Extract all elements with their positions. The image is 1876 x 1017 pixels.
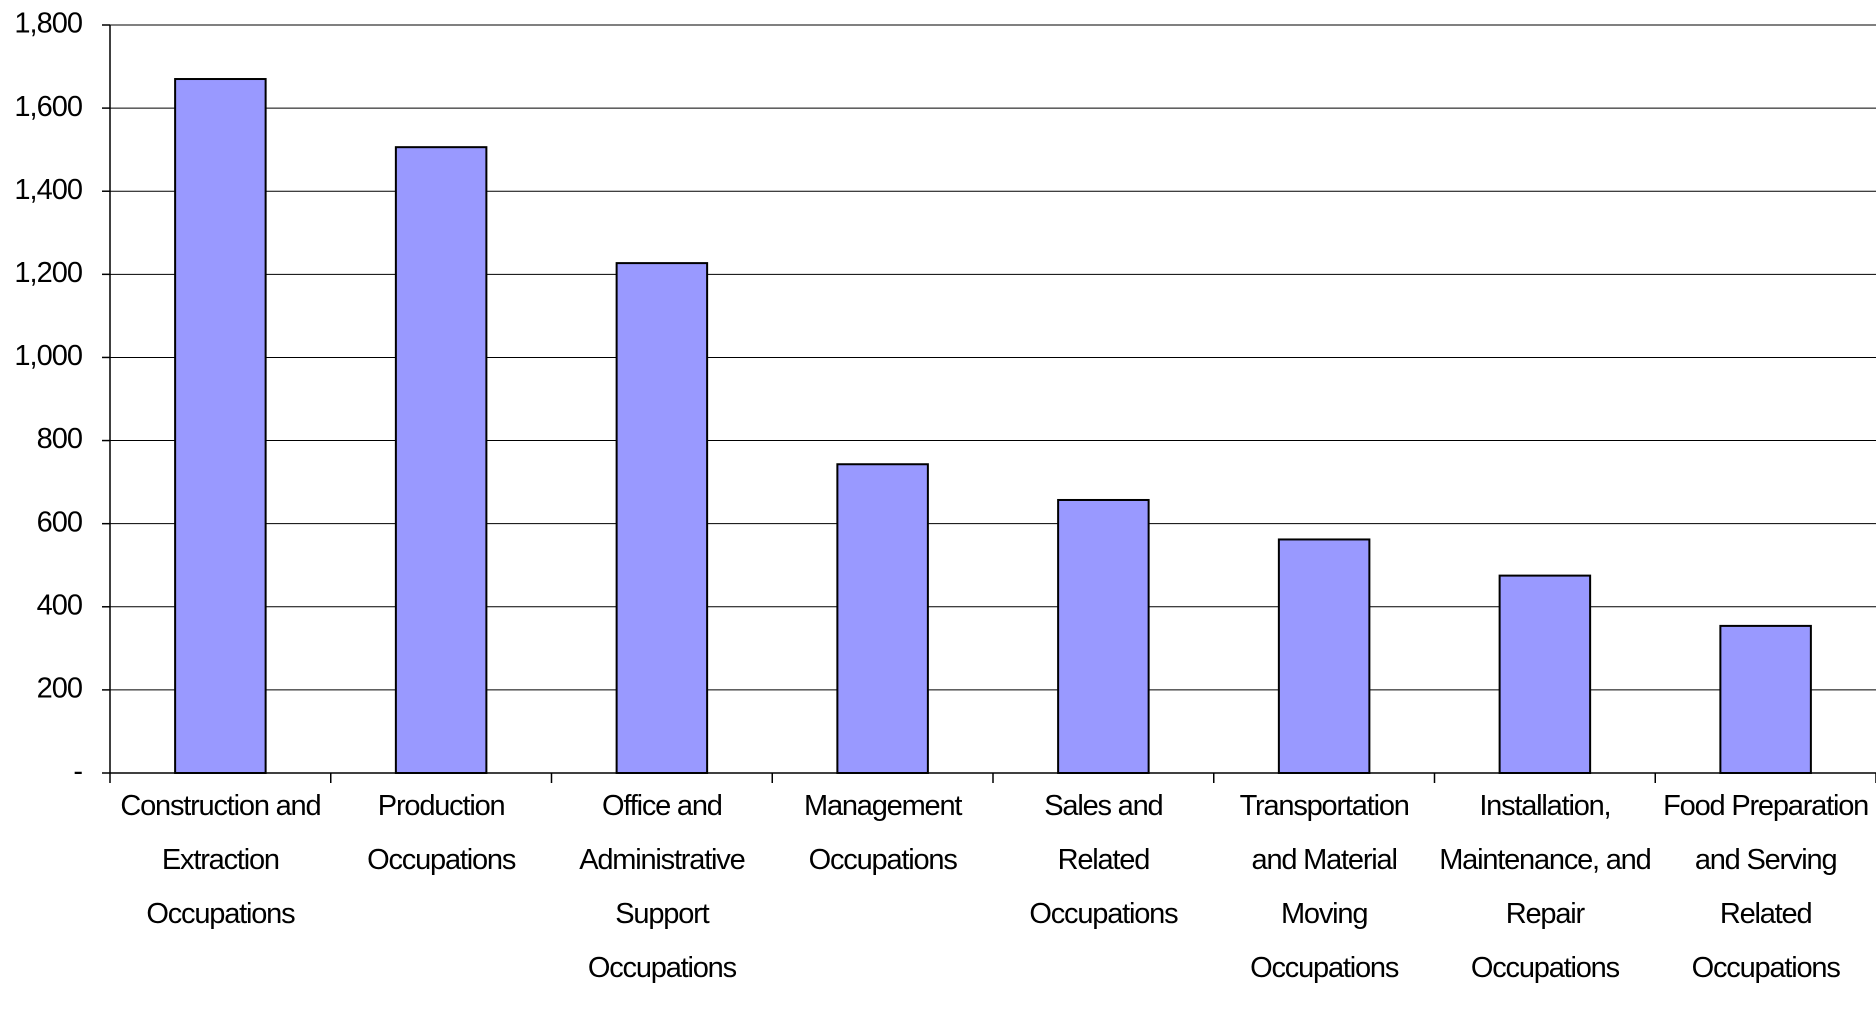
y-tick-label: 600 (37, 506, 82, 538)
y-tick-label: 1,600 (14, 91, 82, 123)
bar (394, 146, 488, 774)
y-tick-label: - (73, 756, 82, 788)
y-tick-label: 1,000 (14, 340, 82, 372)
x-tick-label: Transportation and Material Moving Occup… (1239, 790, 1410, 984)
bar (174, 78, 267, 775)
y-tick-label: 1,800 (14, 8, 82, 40)
y-tick-label: 200 (37, 673, 82, 705)
bar (1057, 498, 1150, 774)
x-tick-label: Office and Administrative Support Occupa… (579, 790, 746, 984)
bar (1277, 538, 1371, 774)
y-tick-label: 1,400 (14, 174, 82, 206)
bar (1719, 624, 1812, 774)
bar (615, 262, 709, 774)
y-tick-label: 400 (37, 589, 82, 621)
bar (836, 463, 929, 774)
y-tick-label: 1,200 (14, 257, 82, 289)
x-tick-label: Production Occupations (367, 790, 516, 876)
y-tick-label: 800 (37, 423, 82, 455)
x-tick-label: Installation, Maintenance, and Repair Oc… (1439, 790, 1652, 984)
x-tick-label: Management Occupations (803, 790, 962, 876)
x-tick-label: Food Preparation and Serving Related Occ… (1663, 790, 1869, 984)
bar (1498, 574, 1592, 774)
x-tick-label: Sales and Related Occupations (1029, 790, 1178, 930)
x-tick-label: Construction and Extraction Occupations (120, 790, 321, 930)
